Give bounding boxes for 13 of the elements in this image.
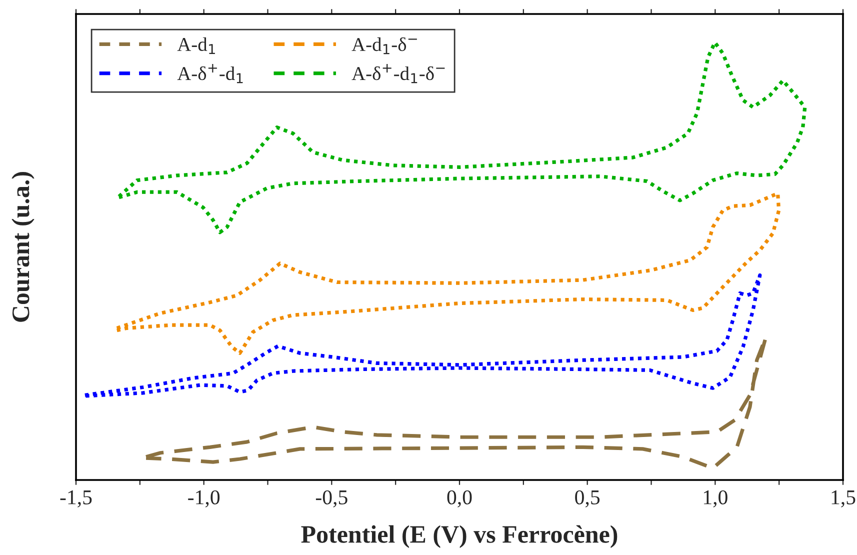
x-tick-label: 0,5 bbox=[575, 490, 600, 508]
x-tick-label: 1,5 bbox=[832, 490, 856, 508]
legend-label: A-δ$^{+}$-d$_{1}$ bbox=[177, 64, 243, 84]
x-tick-label: -0,5 bbox=[316, 490, 348, 508]
y-axis-title: Courant (u.a.) bbox=[12, 172, 34, 322]
x-tick-label: -1,0 bbox=[188, 490, 220, 508]
x-tick-label: -1,5 bbox=[60, 490, 92, 508]
x-tick-label: 1,0 bbox=[704, 490, 728, 508]
x-tick-label: 0,0 bbox=[447, 490, 472, 508]
legend-label: A-d$_{1}$-δ$^{−}$ bbox=[352, 37, 417, 54]
x-axis-title: Potentiel (E (V) vs Ferrocène) bbox=[301, 525, 618, 548]
legend-label: A-d$_{1}$ bbox=[177, 37, 215, 54]
legend-label: A-δ$^{+}$-d$_{1}$-δ$^{−}$ bbox=[352, 64, 445, 84]
